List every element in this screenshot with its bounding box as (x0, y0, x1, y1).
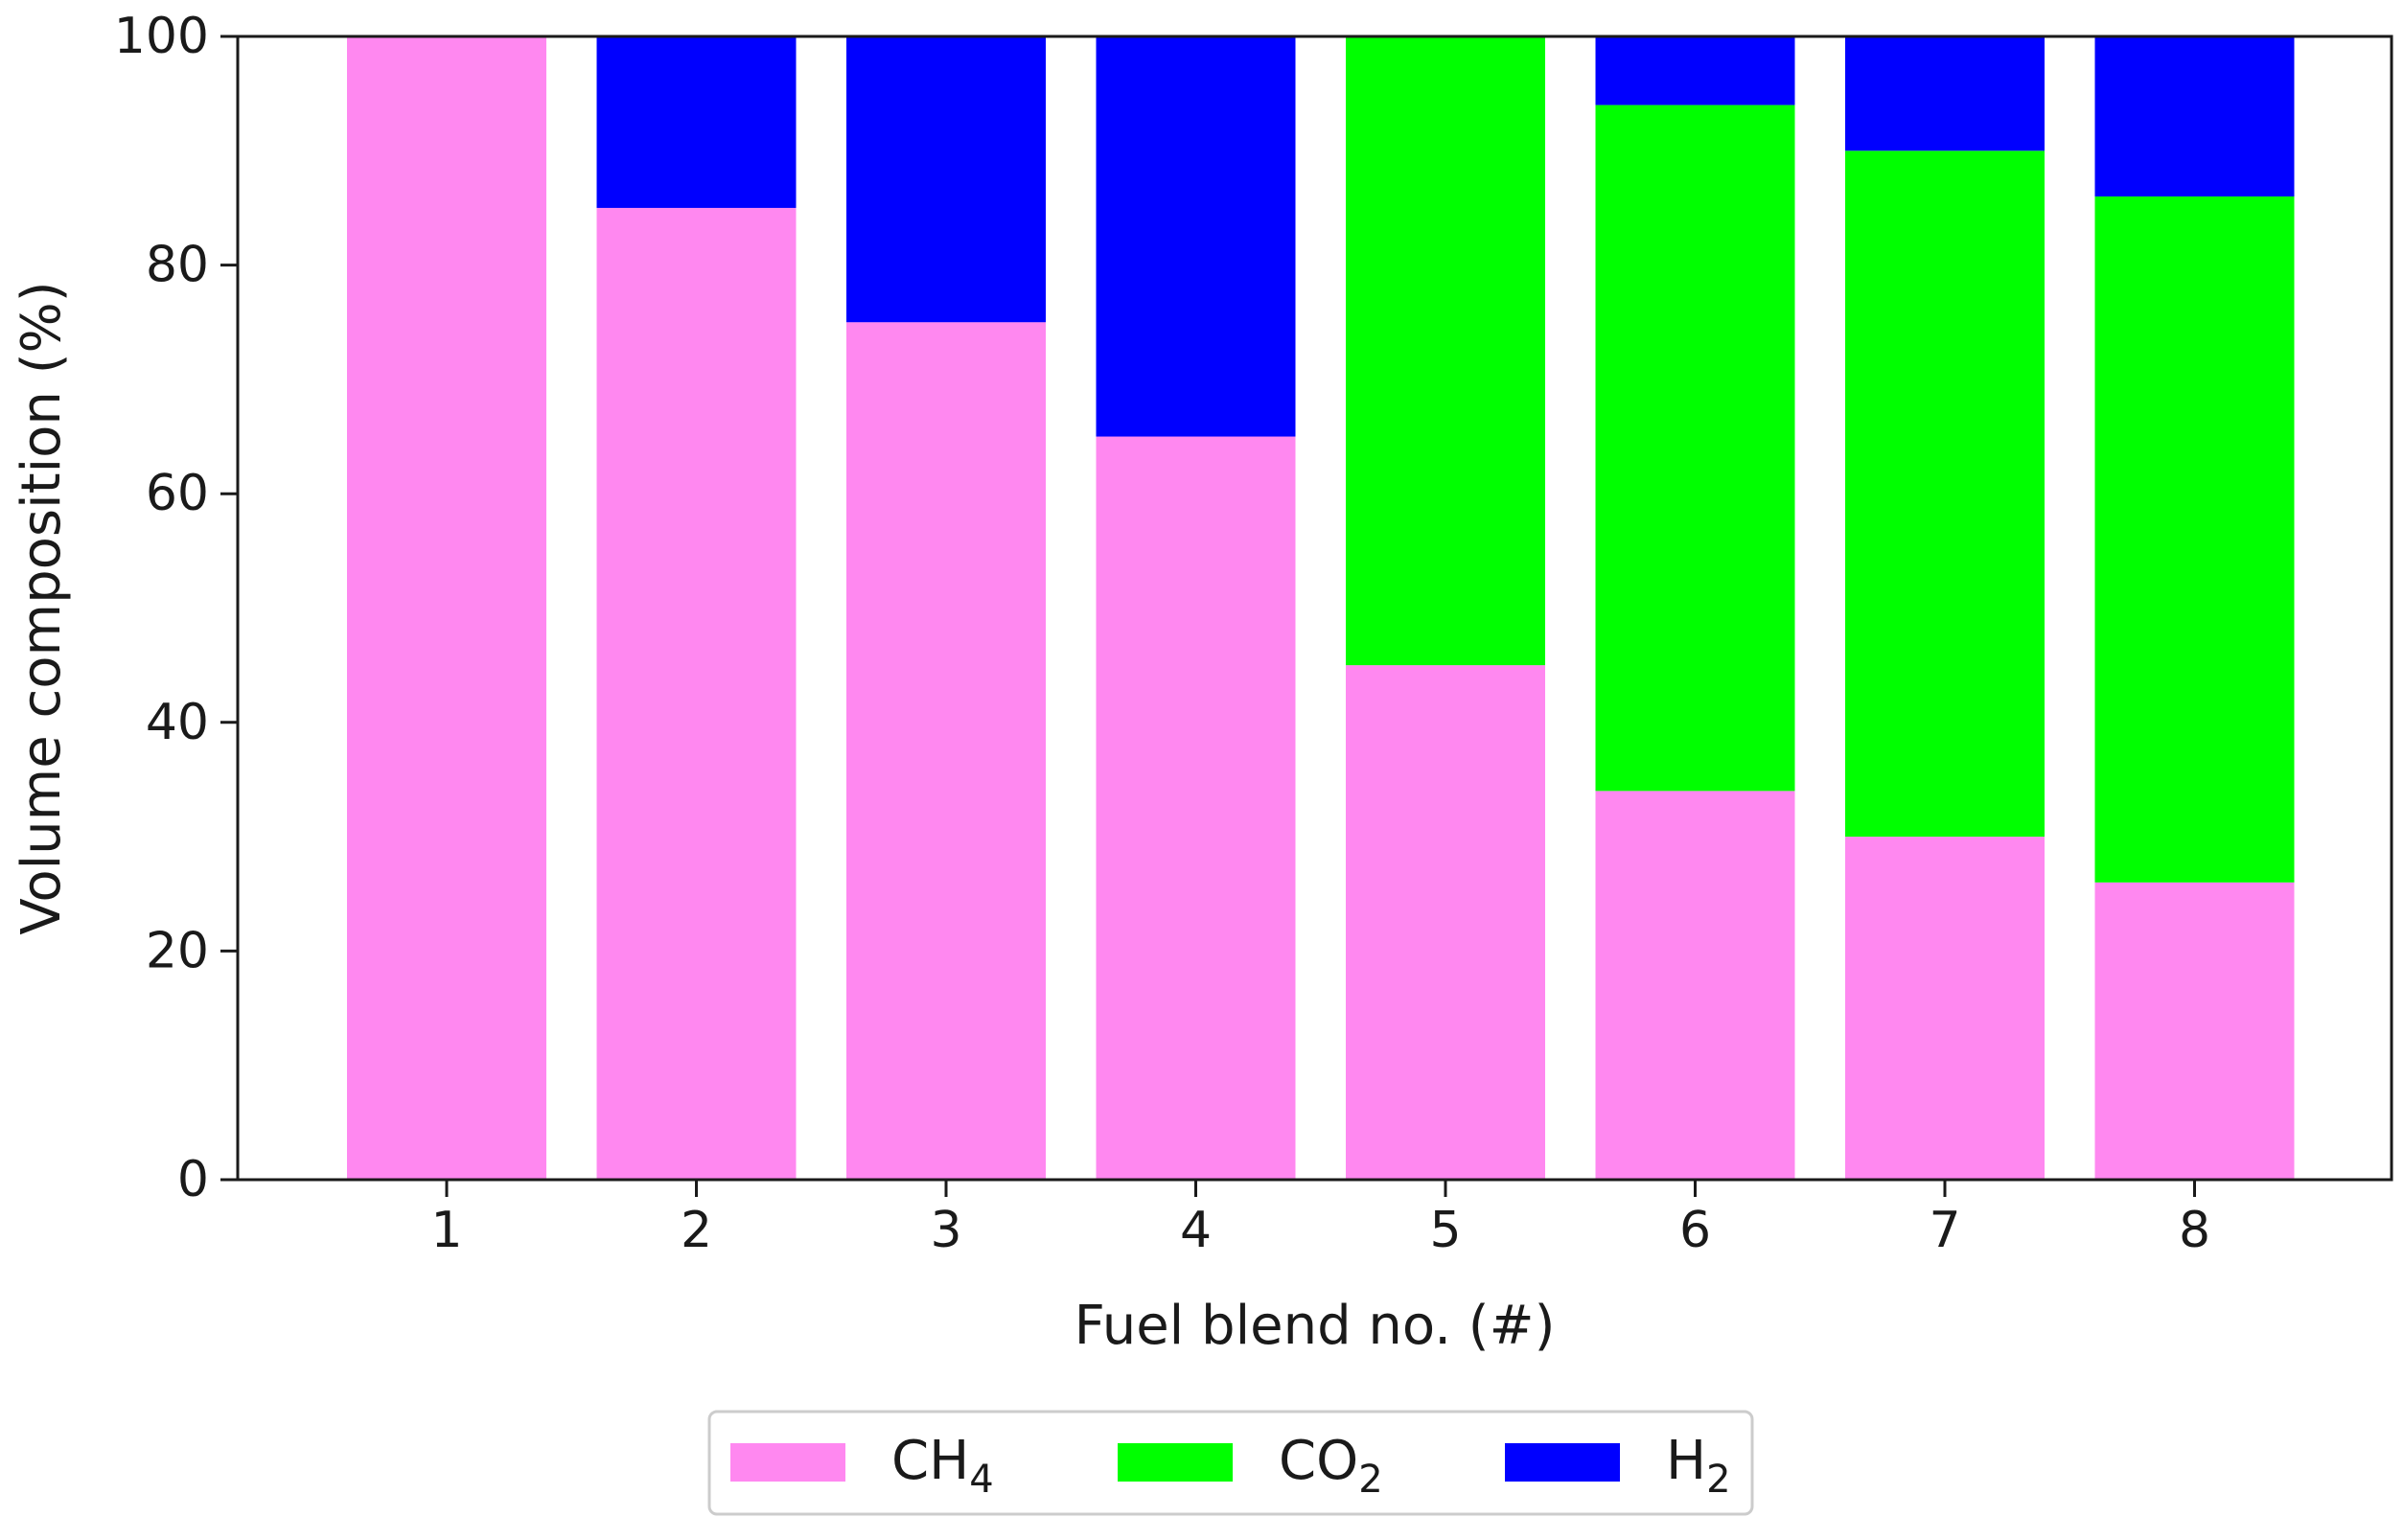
axes-group: 0 20 40 60 80 100 1 2 3 4 5 6 7 8 Fuel blend no. (#) Vo… (11, 8, 2393, 1357)
x-tick-label-7: 7 (1929, 1202, 1960, 1259)
x-tick-label-6: 6 (1679, 1202, 1711, 1259)
y-tick-label-80: 80 (146, 237, 209, 294)
bar-ch4-3 (846, 322, 1046, 1180)
x-axis-title: Fuel blend no. (#) (1075, 1295, 1556, 1357)
y-tick-label-60: 60 (146, 465, 209, 522)
legend-swatch-co2 (1118, 1443, 1233, 1482)
bar-ch4-2 (596, 207, 797, 1180)
y-tick-label-40: 40 (146, 694, 209, 751)
y-tick-label-20: 20 (146, 922, 209, 979)
y-axis-title: Volume composition (%) (11, 281, 73, 934)
bar-ch4-1 (347, 36, 546, 1180)
bar-ch4-5 (1346, 665, 1545, 1180)
bar-h2-7 (1845, 36, 2045, 151)
bar-h2-2 (596, 36, 797, 208)
y-tick-label-100: 100 (114, 8, 209, 65)
legend-label-h2: H2 (1666, 1430, 1731, 1502)
bar-h2-4 (1096, 36, 1296, 437)
x-tick-label-3: 3 (930, 1202, 961, 1259)
x-tick-label-8: 8 (2179, 1202, 2210, 1259)
bars-group (347, 36, 2295, 1180)
bar-co2-7 (1845, 150, 2045, 838)
bar-ch4-8 (2094, 882, 2295, 1180)
x-tick-label-1: 1 (430, 1202, 462, 1259)
bar-h2-6 (1595, 36, 1795, 105)
bar-ch4-7 (1845, 837, 2045, 1180)
legend-label-co2: CO2 (1279, 1430, 1383, 1502)
x-tick-label-2: 2 (681, 1202, 712, 1259)
legend-swatch-ch4 (730, 1443, 845, 1482)
legend-label-ch4: CH4 (891, 1430, 994, 1502)
x-tick-label-5: 5 (1429, 1202, 1461, 1259)
bar-co2-6 (1595, 104, 1795, 792)
bar-ch4-4 (1096, 436, 1296, 1180)
x-tick-label-4: 4 (1180, 1202, 1212, 1259)
bar-h2-3 (846, 36, 1046, 323)
bar-co2-5 (1346, 36, 1545, 666)
plot-frame (236, 34, 2393, 1182)
bar-ch4-6 (1595, 791, 1795, 1180)
y-tick-label-0: 0 (177, 1151, 209, 1208)
legend-swatch-h2 (1505, 1443, 1620, 1482)
bar-h2-8 (2094, 36, 2295, 197)
bar-co2-8 (2094, 196, 2295, 883)
legend: CH4 CO2 H2 (707, 1410, 1754, 1516)
